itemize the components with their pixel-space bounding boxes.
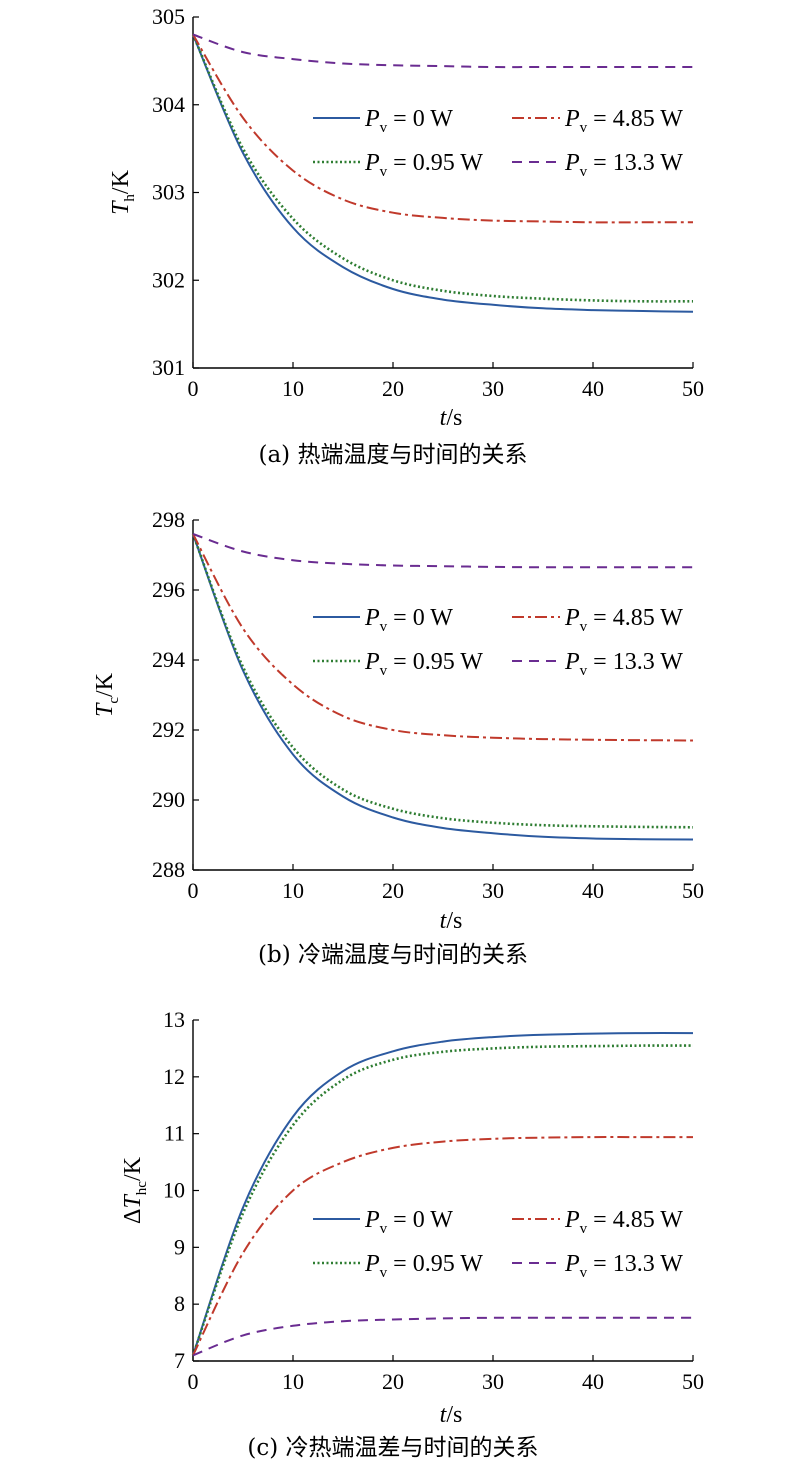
legend-item: Pv = 0 W [313, 106, 453, 136]
x-tick-label: 30 [482, 1369, 504, 1394]
y-tick-label: 10 [163, 1178, 185, 1203]
series-line-2 [191, 533, 694, 829]
legend-label: Pv = 0 W [364, 605, 453, 635]
x-tick-label: 20 [382, 376, 404, 401]
x-axis-label: t/s [440, 405, 463, 431]
x-tick-label: 50 [682, 376, 704, 401]
y-tick-label: 296 [152, 577, 185, 602]
legend: Pv = 0 W Pv = 4.85 W Pv = 0.95 W Pv = 13.3 … [313, 1207, 683, 1281]
y-tick-label: 302 [152, 267, 185, 292]
legend-label: Pv = 0 W [364, 1207, 453, 1237]
chart-panel-2: 0 10 20 30 40 50 288 290 292 294 296 298 t/s Tc/K Pv =… [92, 507, 704, 968]
y-tick-label: 301 [152, 355, 185, 380]
series-line-1 [192, 1032, 694, 1356]
series-line-3 [192, 533, 694, 742]
legend-label: Pv = 4.85 W [564, 1207, 683, 1237]
x-tick-label: 20 [382, 1369, 404, 1394]
chart-panel-1: 0 10 20 30 40 50 301 302 303 304 305 t/s Th/K Pv = 0 … [108, 4, 704, 468]
axes: 0 10 20 30 40 50 301 302 303 304 305 [152, 4, 704, 401]
panels: 0 10 20 30 40 50 301 302 303 304 305 t/s Th/K Pv = 0 … [92, 4, 704, 1461]
y-tick-label: 7 [174, 1348, 185, 1373]
legend-item: Pv = 13.3 W [512, 150, 683, 180]
x-tick-label: 40 [582, 376, 604, 401]
legend-label: Pv = 0.95 W [364, 1251, 483, 1281]
legend-label: Pv = 0.95 W [364, 649, 483, 679]
x-tick-label: 50 [682, 1369, 704, 1394]
x-tick-label: 10 [282, 376, 304, 401]
x-tick-label: 10 [282, 878, 304, 903]
y-tick-label: 288 [152, 857, 185, 882]
y-axis-label: Th/K [108, 169, 138, 215]
series-line-3 [192, 33, 693, 224]
legend-item: Pv = 13.3 W [512, 1251, 683, 1281]
legend-item: Pv = 0 W [313, 1207, 453, 1237]
y-tick-label: 9 [174, 1234, 185, 1259]
legend-label: Pv = 0.95 W [364, 150, 483, 180]
x-axis-label: t/s [440, 908, 463, 934]
y-tick-label: 305 [152, 4, 185, 29]
y-tick-label: 292 [152, 717, 185, 742]
panel-caption: (b) 冷端温度与时间的关系 [258, 942, 528, 968]
panel-caption: (c) 冷热端温差与时间的关系 [247, 1435, 538, 1461]
legend-item: Pv = 13.3 W [512, 649, 683, 679]
y-tick-label: 11 [164, 1121, 185, 1146]
series-line-1 [192, 34, 694, 313]
y-tick-label: 303 [152, 180, 185, 205]
legend-label: Pv = 0 W [364, 106, 453, 136]
y-tick-label: 13 [163, 1007, 185, 1032]
legend-item: Pv = 0.95 W [313, 1251, 483, 1281]
x-tick-label: 10 [282, 1369, 304, 1394]
legend-item: Pv = 4.85 W [512, 605, 683, 635]
x-tick-label: 40 [582, 878, 604, 903]
series-line-1 [192, 533, 694, 841]
y-tick-label: 304 [152, 92, 185, 117]
series-line-4 [192, 533, 693, 569]
legend-label: Pv = 13.3 W [564, 150, 683, 180]
x-tick-label: 30 [482, 878, 504, 903]
legend-item: Pv = 0 W [313, 605, 453, 635]
series-group [191, 533, 694, 841]
series-line-2 [191, 1044, 694, 1356]
y-tick-label: 290 [152, 787, 185, 812]
y-tick-label: 294 [152, 647, 185, 672]
x-tick-label: 20 [382, 878, 404, 903]
y-tick-label: 298 [152, 507, 185, 532]
legend-item: Pv = 0.95 W [313, 649, 483, 679]
x-axis-label: t/s [440, 1402, 463, 1428]
legend-item: Pv = 4.85 W [512, 106, 683, 136]
legend-label: Pv = 4.85 W [564, 605, 683, 635]
x-tick-label: 0 [188, 878, 199, 903]
panel-caption: (a) 热端温度与时间的关系 [259, 442, 528, 468]
series-line-4 [192, 33, 693, 69]
legend-label: Pv = 13.3 W [564, 1251, 683, 1281]
legend-label: Pv = 4.85 W [564, 106, 683, 136]
axes: 0 10 20 30 40 50 7 8 9 10 11 12 13 [163, 1007, 704, 1394]
x-tick-label: 30 [482, 376, 504, 401]
legend-item: Pv = 4.85 W [512, 1207, 683, 1237]
y-tick-label: 12 [163, 1064, 185, 1089]
legend: Pv = 0 W Pv = 4.85 W Pv = 0.95 W Pv = 13.3 … [313, 106, 683, 180]
x-tick-label: 40 [582, 1369, 604, 1394]
series-group [191, 1032, 694, 1357]
legend: Pv = 0 W Pv = 4.85 W Pv = 0.95 W Pv = 13.3 … [313, 605, 683, 679]
series-line-3 [192, 1136, 693, 1356]
y-tick-label: 8 [174, 1291, 185, 1316]
x-tick-label: 0 [188, 376, 199, 401]
axes: 0 10 20 30 40 50 288 290 292 294 296 298 [152, 507, 704, 903]
series-line-4 [192, 1316, 693, 1357]
series-line-2 [191, 33, 694, 303]
series-group [191, 33, 694, 313]
y-axis-label: ΔThc/K [120, 1156, 150, 1224]
legend-item: Pv = 0.95 W [313, 150, 483, 180]
legend-label: Pv = 13.3 W [564, 649, 683, 679]
x-tick-label: 50 [682, 878, 704, 903]
x-tick-label: 0 [188, 1369, 199, 1394]
y-axis-label: Tc/K [92, 672, 122, 717]
